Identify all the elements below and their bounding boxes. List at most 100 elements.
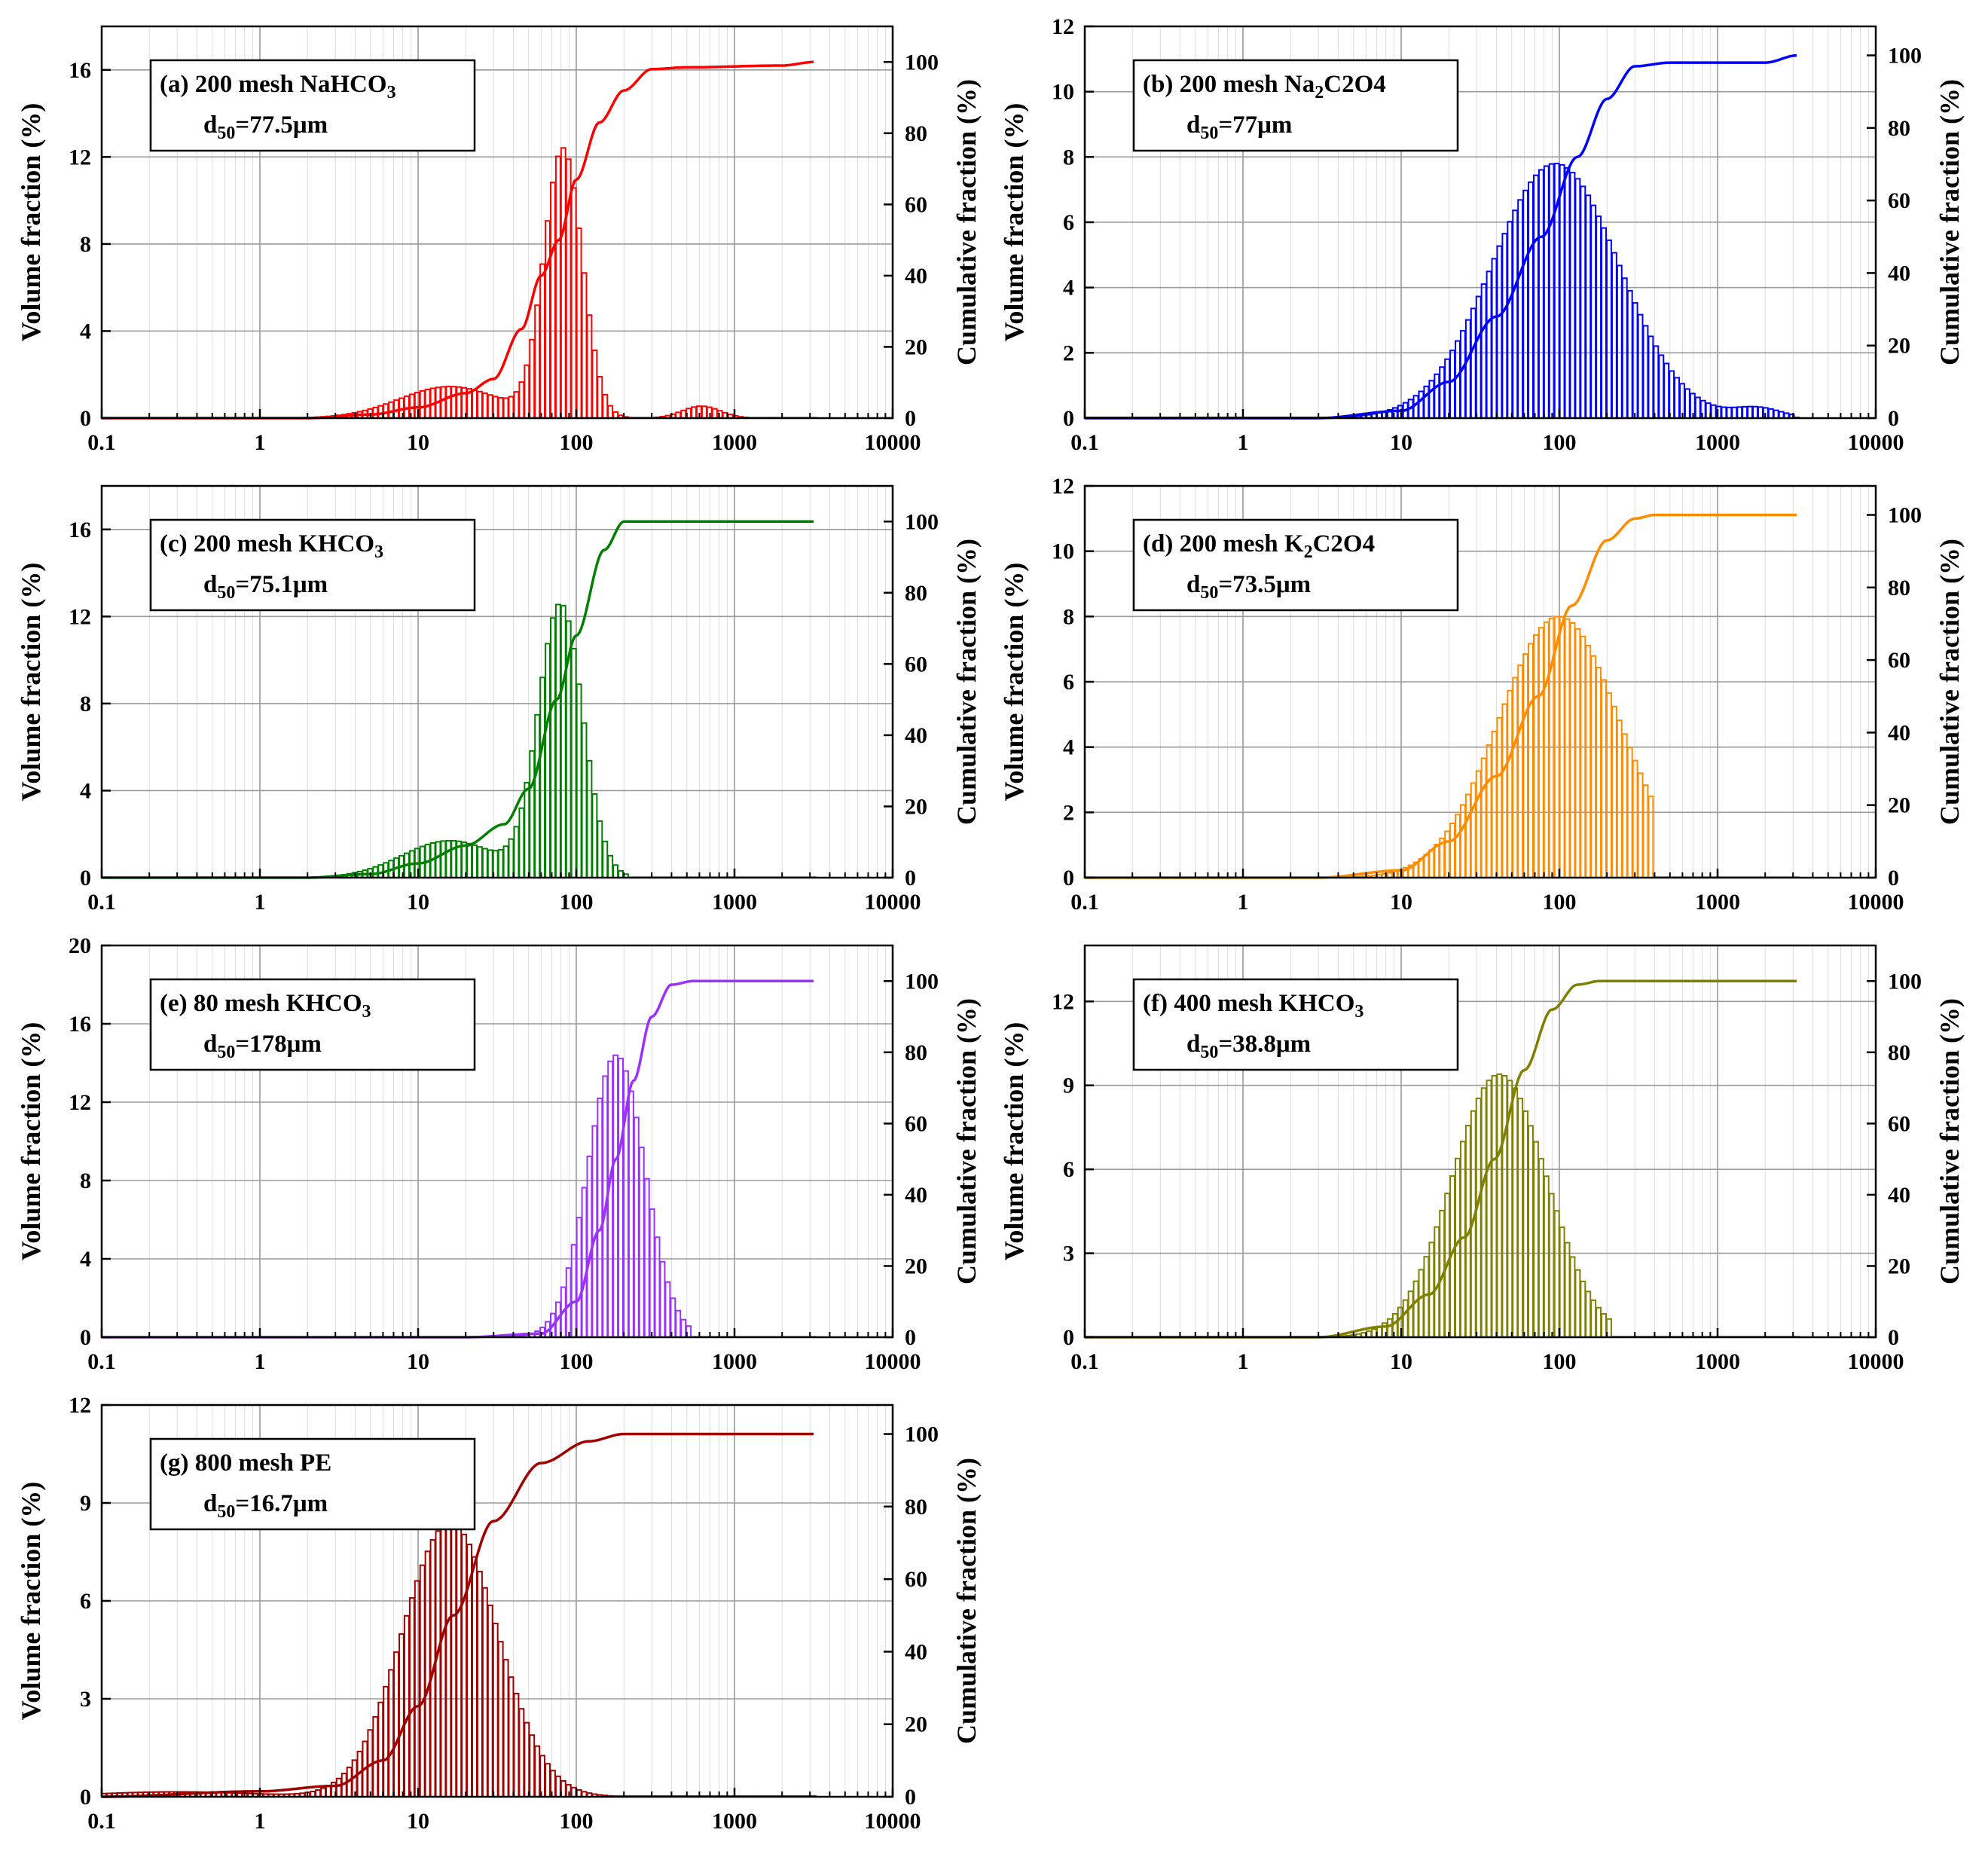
y-tick-label: 6 bbox=[1063, 210, 1074, 235]
annotation-box bbox=[149, 1437, 476, 1531]
x-tick-label: 10000 bbox=[865, 890, 921, 915]
y-tick-label: 20 bbox=[69, 933, 91, 958]
x-tick-label: 100 bbox=[1543, 1349, 1577, 1374]
y2-axis-title: Cumulative fraction (%) bbox=[951, 1458, 982, 1744]
y-tick-label: 0 bbox=[80, 866, 91, 890]
y2-tick-label: 100 bbox=[1888, 44, 1922, 69]
d50-label: d50=73.5μm bbox=[1186, 571, 1311, 603]
y-axis-title: Volume fraction (%) bbox=[16, 1022, 46, 1261]
x-tick-label: 100 bbox=[560, 1809, 594, 1834]
x-tick-label: 1000 bbox=[712, 430, 757, 455]
y2-tick-label: 60 bbox=[905, 1567, 927, 1592]
y2-tick-label: 80 bbox=[1888, 576, 1910, 600]
panel-label: (d) 200 mesh K2C2O4 bbox=[1143, 530, 1375, 562]
y2-tick-label: 80 bbox=[905, 1040, 927, 1065]
x-tick-label: 100 bbox=[560, 430, 594, 455]
y-tick-label: 2 bbox=[1063, 341, 1074, 365]
y-tick-label: 9 bbox=[1063, 1074, 1074, 1098]
grid bbox=[1084, 485, 1876, 878]
panel-label: (g) 800 mesh PE bbox=[160, 1449, 331, 1477]
x-tick-label: 10000 bbox=[865, 430, 921, 455]
d50-label: d50=75.1μm bbox=[203, 571, 328, 603]
y2-tick-label: 40 bbox=[905, 723, 927, 748]
y2-tick-label: 40 bbox=[905, 1183, 927, 1208]
y2-tick-label: 0 bbox=[905, 1785, 916, 1810]
x-tick-label: 0.1 bbox=[1070, 430, 1099, 455]
y2-tick-label: 20 bbox=[1888, 1254, 1910, 1278]
x-tick-label: 10 bbox=[1390, 1349, 1412, 1374]
y-tick-label: 4 bbox=[1063, 735, 1074, 760]
y2-tick-label: 0 bbox=[1888, 866, 1899, 890]
y2-tick-label: 40 bbox=[1888, 1183, 1910, 1208]
y2-tick-label: 20 bbox=[905, 334, 927, 359]
x-tick-label: 1 bbox=[255, 1809, 266, 1834]
y-tick-label: 16 bbox=[69, 58, 91, 83]
y2-tick-label: 100 bbox=[905, 969, 939, 994]
y-tick-label: 0 bbox=[1063, 866, 1074, 890]
x-tick-label: 1000 bbox=[1695, 430, 1740, 455]
x-tick-label: 10 bbox=[1390, 890, 1412, 915]
annotation-box bbox=[1132, 518, 1459, 612]
d50-label: d50=38.8μm bbox=[1186, 1031, 1311, 1062]
y2-axis-title: Cumulative fraction (%) bbox=[951, 539, 982, 825]
panel-a: 0.1 1 10 100 1000 100000481216020406080100Vol… bbox=[16, 25, 982, 455]
cumulative-curve bbox=[102, 1432, 814, 1798]
annotation-box bbox=[149, 518, 476, 612]
x-tick-label: 10000 bbox=[1848, 430, 1904, 455]
panel-c: 0.1 1 10 100 1000 100000481216020406080100Vol… bbox=[16, 484, 982, 915]
x-tick-label: 0.1 bbox=[87, 1809, 116, 1834]
y2-tick-label: 60 bbox=[905, 1111, 927, 1136]
y2-tick-label: 20 bbox=[905, 794, 927, 819]
plot-frame bbox=[100, 484, 894, 879]
y2-tick-label: 0 bbox=[1888, 406, 1899, 431]
d50-label: d50=77μm bbox=[1186, 111, 1292, 143]
x-tick-label: 10000 bbox=[865, 1809, 921, 1834]
y-tick-label: 8 bbox=[1063, 604, 1074, 629]
y-axis-title: Volume fraction (%) bbox=[16, 563, 46, 802]
y-tick-label: 4 bbox=[80, 778, 91, 803]
y2-axis-title: Cumulative fraction (%) bbox=[1935, 79, 1965, 365]
d50-label: d50=77.5μm bbox=[203, 111, 328, 143]
y-tick-label: 3 bbox=[80, 1687, 91, 1712]
x-tick-label: 100 bbox=[560, 1349, 594, 1374]
x-tick-label: 1 bbox=[1238, 890, 1249, 915]
y2-tick-label: 0 bbox=[1888, 1325, 1899, 1350]
y-tick-label: 2 bbox=[1063, 800, 1074, 825]
plot-frame bbox=[100, 944, 894, 1339]
x-tick-label: 0.1 bbox=[87, 890, 116, 915]
y2-tick-label: 20 bbox=[905, 1712, 927, 1737]
y2-tick-label: 20 bbox=[1888, 334, 1910, 359]
y-tick-label: 8 bbox=[80, 232, 91, 257]
y-tick-label: 12 bbox=[1052, 474, 1074, 499]
y-tick-label: 8 bbox=[80, 692, 91, 716]
y-tick-label: 0 bbox=[1063, 406, 1074, 431]
y2-tick-label: 40 bbox=[905, 1639, 927, 1664]
annotation-box bbox=[149, 978, 476, 1071]
y-tick-label: 0 bbox=[80, 1325, 91, 1350]
x-tick-label: 1000 bbox=[712, 890, 757, 915]
x-tick-label: 10 bbox=[407, 1809, 429, 1834]
y2-tick-label: 60 bbox=[905, 652, 927, 677]
y-tick-label: 6 bbox=[1063, 1157, 1074, 1182]
x-tick-label: 1000 bbox=[712, 1349, 757, 1374]
y2-tick-label: 100 bbox=[905, 50, 939, 75]
y-axis-title: Volume fraction (%) bbox=[999, 563, 1029, 802]
y2-tick-label: 80 bbox=[1888, 116, 1910, 141]
y2-tick-label: 0 bbox=[905, 406, 916, 431]
y2-tick-label: 0 bbox=[905, 866, 916, 890]
x-tick-label: 10000 bbox=[1848, 890, 1904, 915]
y-tick-label: 6 bbox=[80, 1589, 91, 1614]
y-tick-label: 9 bbox=[80, 1491, 91, 1516]
y2-axis-title: Cumulative fraction (%) bbox=[951, 998, 982, 1284]
y2-tick-label: 80 bbox=[905, 121, 927, 146]
y2-tick-label: 60 bbox=[1888, 188, 1910, 213]
x-tick-label: 10 bbox=[407, 890, 429, 915]
y2-tick-label: 100 bbox=[905, 1422, 939, 1447]
y-tick-label: 12 bbox=[69, 145, 91, 170]
x-tick-label: 1 bbox=[1238, 1349, 1249, 1374]
y-tick-label: 12 bbox=[1052, 989, 1074, 1014]
panel-label: (e) 80 mesh KHCO3 bbox=[160, 990, 371, 1022]
y2-tick-label: 40 bbox=[1888, 261, 1910, 286]
x-tick-label: 1000 bbox=[1695, 1349, 1740, 1374]
